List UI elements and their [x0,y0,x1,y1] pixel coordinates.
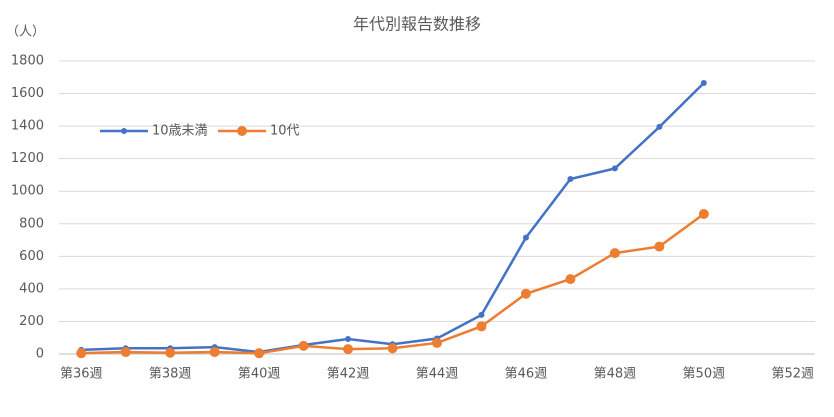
data-point [565,274,576,285]
data-point [254,348,265,359]
data-point [345,336,352,343]
x-tick-label: 第42週 [327,367,370,382]
data-point [567,176,574,183]
data-point [698,209,709,220]
x-tick-label: 第50週 [683,367,726,382]
data-point [165,347,176,358]
data-point [76,348,87,359]
data-point [209,347,220,358]
x-tick-label: 第36週 [60,367,103,382]
y-tick-label: 1600 [11,86,44,101]
y-tick-label: 1200 [11,151,44,166]
legend-marker [237,126,247,136]
y-tick-label: 0 [36,347,44,362]
chart-title: 年代別報告数推移 [353,15,481,34]
data-point [120,347,131,358]
y-tick-label: 1400 [11,119,44,134]
x-tick-label: 第38週 [149,367,192,382]
y-tick-label: 1000 [11,184,44,199]
y-tick-label: 400 [19,281,44,296]
y-tick-label: 200 [19,314,44,329]
data-point [478,311,485,318]
data-point [609,248,620,259]
data-point [476,321,487,332]
data-point [654,241,665,252]
x-tick-label: 第46週 [505,367,548,382]
data-point [700,79,707,86]
data-point [656,123,663,130]
y-axis-label: （人） [6,25,45,40]
legend-label: 10歳未満 [152,124,208,139]
x-tick-label: 第52週 [771,367,814,382]
y-tick-label: 600 [19,249,44,264]
data-point [522,234,529,241]
data-point [298,340,309,351]
data-point [343,344,354,355]
data-point [387,343,398,354]
data-point [432,337,442,348]
legend-label: 10代 [270,124,300,139]
data-point [611,165,618,172]
x-tick-label: 第40週 [238,367,281,382]
data-point [520,288,531,299]
x-tick-label: 第44週 [416,367,459,382]
y-tick-label: 1800 [11,54,44,69]
y-tick-label: 800 [19,216,44,231]
x-tick-label: 第48週 [594,367,637,382]
legend-marker [121,128,127,134]
